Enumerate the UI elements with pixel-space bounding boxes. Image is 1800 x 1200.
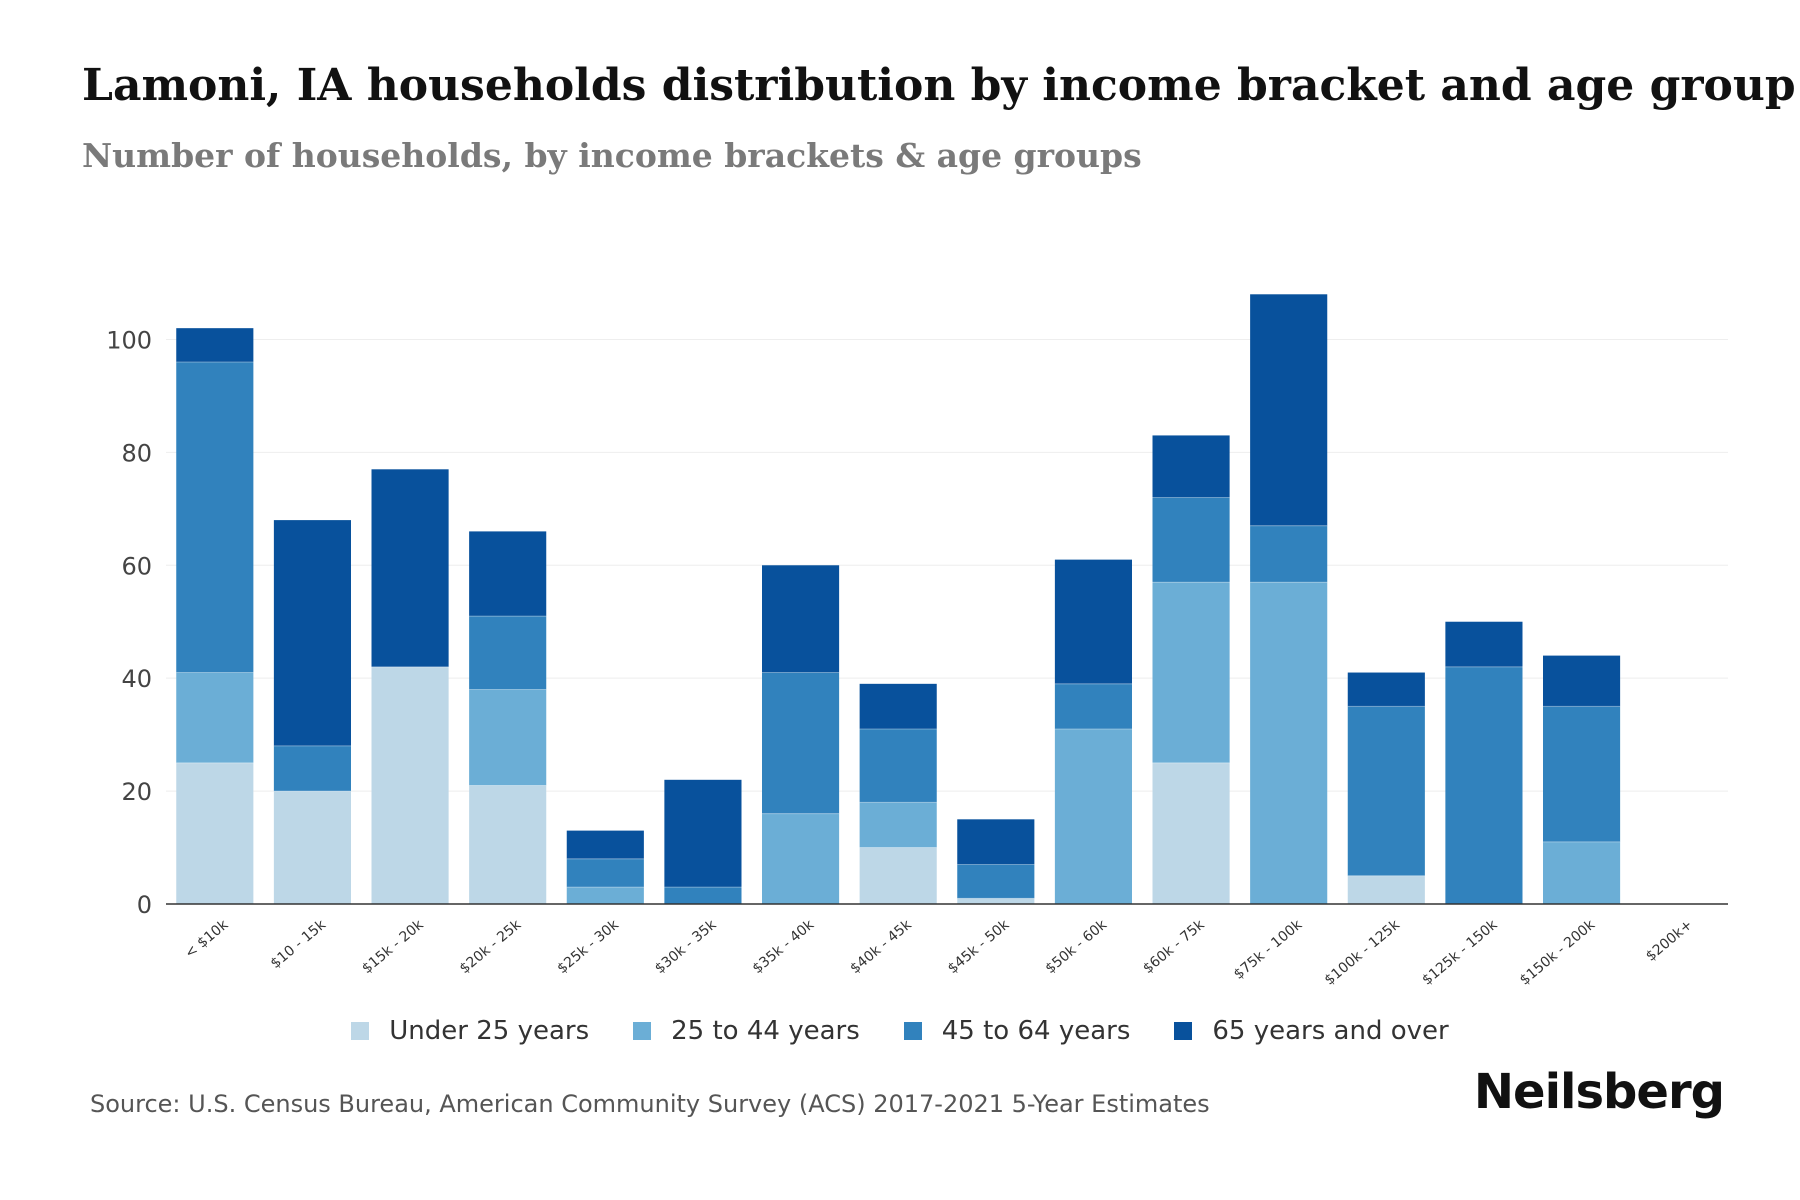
bar-segment-7-2 [859, 728, 937, 803]
legend-swatch-under-25 [351, 1022, 370, 1040]
bar-segment-3-3 [469, 531, 547, 617]
x-tick-label-1: $10 - 15k [268, 916, 330, 972]
y-tick-label-20: 20 [121, 778, 152, 806]
bar-segment-14-3 [1543, 655, 1621, 707]
bar-segment-10-1 [1152, 582, 1230, 763]
chart-subtitle: Number of households, by income brackets… [82, 136, 1142, 175]
bar-segment-4-1 [566, 887, 644, 904]
legend-swatch-45-to-64 [903, 1022, 922, 1040]
bar-segment-9-3 [1054, 559, 1132, 684]
bar-segment-10-0 [1152, 762, 1230, 904]
brand-logo: Neilsberg [1473, 1064, 1725, 1120]
legend-label-25-to-44: 25 to 44 years [671, 1016, 860, 1046]
legend-item-45-to-64: 45 to 64 years [903, 1016, 1131, 1046]
legend-label-65-and-over: 65 years and over [1212, 1016, 1449, 1046]
bar-segment-1-3 [273, 520, 351, 746]
legend-label-45-to-64: 45 to 64 years [941, 1016, 1131, 1046]
bar-segment-1-0 [273, 791, 351, 904]
x-tick-label-15: $200k+ [1643, 917, 1696, 965]
x-tick-label-7: $40k - 45k [847, 916, 915, 977]
bar-segment-4-2 [566, 858, 644, 888]
x-tick-label-12: $100k - 125k [1322, 916, 1404, 988]
x-tick-label-6: $35k - 40k [750, 916, 818, 977]
bar-segment-10-2 [1152, 497, 1230, 583]
legend-item-under-25: Under 25 years [351, 1016, 589, 1046]
bar-segment-11-3 [1250, 294, 1328, 526]
legend-swatch-65-and-over [1174, 1022, 1193, 1040]
bar-segment-12-0 [1347, 875, 1425, 904]
bar-segment-13-3 [1445, 621, 1523, 667]
x-tick-label-10: $60k - 75k [1140, 916, 1208, 977]
bar-segment-5-2 [664, 887, 742, 904]
y-tick-label-0: 0 [137, 891, 152, 919]
bar-segment-7-1 [859, 802, 937, 848]
y-tick-label-40: 40 [121, 665, 152, 693]
x-tick-label-4: $25k - 30k [554, 916, 622, 977]
x-tick-label-3: $20k - 25k [457, 916, 525, 977]
bar-segment-3-1 [469, 689, 547, 786]
bar-segment-1-2 [273, 745, 351, 792]
y-tick-label-100: 100 [106, 326, 152, 354]
bar-segment-6-1 [762, 813, 840, 904]
bar-segment-2-3 [371, 469, 449, 667]
legend-item-65-and-over: 65 years and over [1174, 1016, 1449, 1046]
x-tick-label-5: $30k - 35k [652, 916, 720, 977]
bar-segment-14-2 [1543, 706, 1621, 842]
bar-segment-11-2 [1250, 525, 1328, 583]
bar-segment-13-2 [1445, 666, 1523, 904]
bar-segment-10-3 [1152, 435, 1230, 498]
y-tick-label-60: 60 [121, 552, 152, 580]
legend-label-under-25: Under 25 years [389, 1016, 590, 1046]
bar-segment-9-2 [1054, 683, 1132, 729]
bar-segment-9-1 [1054, 728, 1132, 904]
bar-segment-6-2 [762, 672, 840, 814]
bar-segment-6-3 [762, 565, 840, 673]
x-tick-label-11: $75k - 100k [1231, 916, 1306, 983]
bar-segment-11-1 [1250, 582, 1328, 904]
bar-segment-4-3 [566, 830, 644, 859]
bar-segment-0-2 [176, 362, 254, 673]
x-tick-label-0: < $10k [182, 916, 232, 962]
bar-segment-14-1 [1543, 841, 1621, 904]
bar-segment-7-0 [859, 847, 937, 904]
bar-segment-5-3 [664, 779, 742, 888]
x-tick-label-8: $45k - 50k [945, 916, 1013, 977]
bar-segment-8-2 [957, 864, 1035, 899]
bar-segment-7-3 [859, 683, 937, 729]
chart-title: Lamoni, IA households distribution by in… [82, 60, 1796, 111]
legend-item-25-to-44: 25 to 44 years [633, 1016, 860, 1046]
bar-segment-3-0 [469, 785, 547, 904]
x-tick-label-9: $50k - 60k [1042, 916, 1110, 977]
source-note: Source: U.S. Census Bureau, American Com… [90, 1090, 1210, 1118]
bar-segment-0-3 [176, 328, 254, 363]
bar-segment-8-0 [957, 898, 1035, 904]
bar-segment-0-0 [176, 762, 254, 904]
chart-legend: Under 25 years 25 to 44 years 45 to 64 y… [0, 1016, 1800, 1046]
y-tick-label-80: 80 [121, 439, 152, 467]
x-tick-label-14: $150k - 200k [1517, 916, 1599, 988]
bar-segment-3-2 [469, 616, 547, 690]
bar-segment-0-1 [176, 672, 254, 763]
legend-swatch-25-to-44 [633, 1022, 652, 1040]
x-tick-label-13: $125k - 150k [1419, 916, 1501, 988]
stacked-bar-chart: 0 20 40 60 80 100 < $10k $10 - 15k $15k - 20k $20… [106, 294, 1728, 989]
x-tick-label-2: $15k - 20k [359, 916, 427, 977]
bar-segment-8-3 [957, 819, 1035, 865]
bar-segment-12-3 [1347, 672, 1425, 707]
bar-segment-2-0 [371, 666, 449, 904]
bar-segment-12-2 [1347, 706, 1425, 876]
